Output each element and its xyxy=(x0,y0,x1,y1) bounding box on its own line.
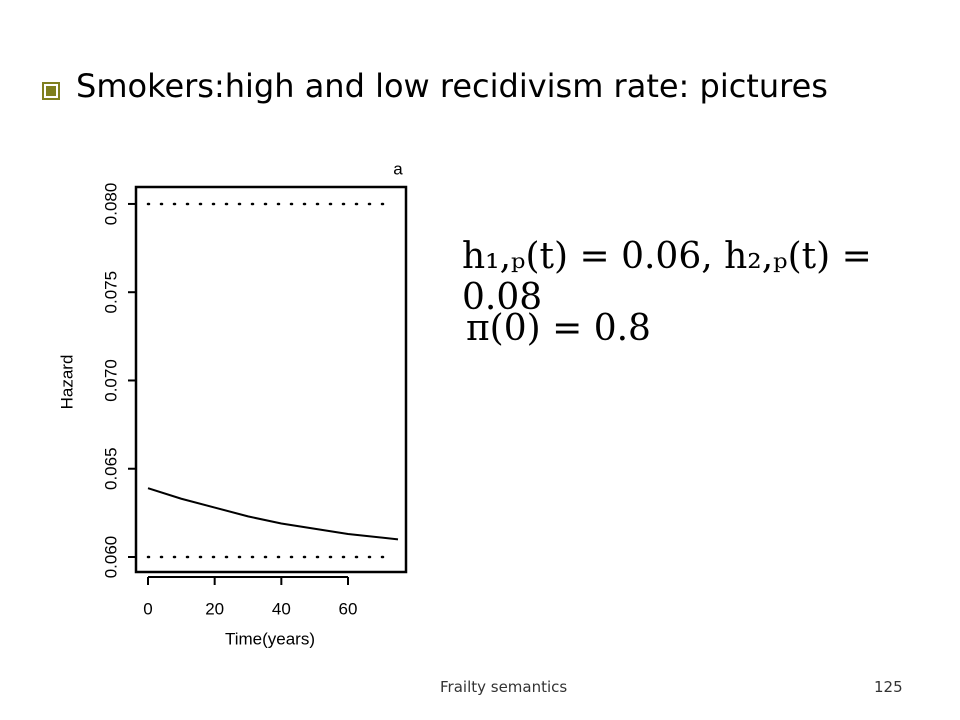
plot-frame xyxy=(134,185,408,574)
y-tick-label: 0.060 xyxy=(101,536,120,579)
y-tick-label: 0.070 xyxy=(101,359,120,402)
y-tick-label: 0.065 xyxy=(101,447,120,490)
x-tick-label: 60 xyxy=(339,599,358,618)
y-tick-label: 0.075 xyxy=(101,271,120,314)
panel-label: a xyxy=(393,159,403,178)
y-tick-label: 0.080 xyxy=(101,183,120,226)
hazard-line xyxy=(147,487,399,541)
slide-title: Smokers:high and low recidivism rate: pi… xyxy=(76,67,828,105)
page-number: 125 xyxy=(874,678,903,696)
x-tick-label: 0 xyxy=(143,599,152,618)
footer: Frailty semantics xyxy=(440,678,568,696)
x-tick-label: 40 xyxy=(272,599,291,618)
bullet xyxy=(42,82,60,100)
x-axis-label: Time(years) xyxy=(225,629,315,648)
y-axis-label: Hazard xyxy=(57,355,76,410)
equation: h₁,ₚ(t) = 0.06, h₂,ₚ(t) = 0.08 xyxy=(462,236,872,318)
equation: π(0) = 0.8 xyxy=(466,308,651,349)
x-tick-label: 20 xyxy=(205,599,224,618)
